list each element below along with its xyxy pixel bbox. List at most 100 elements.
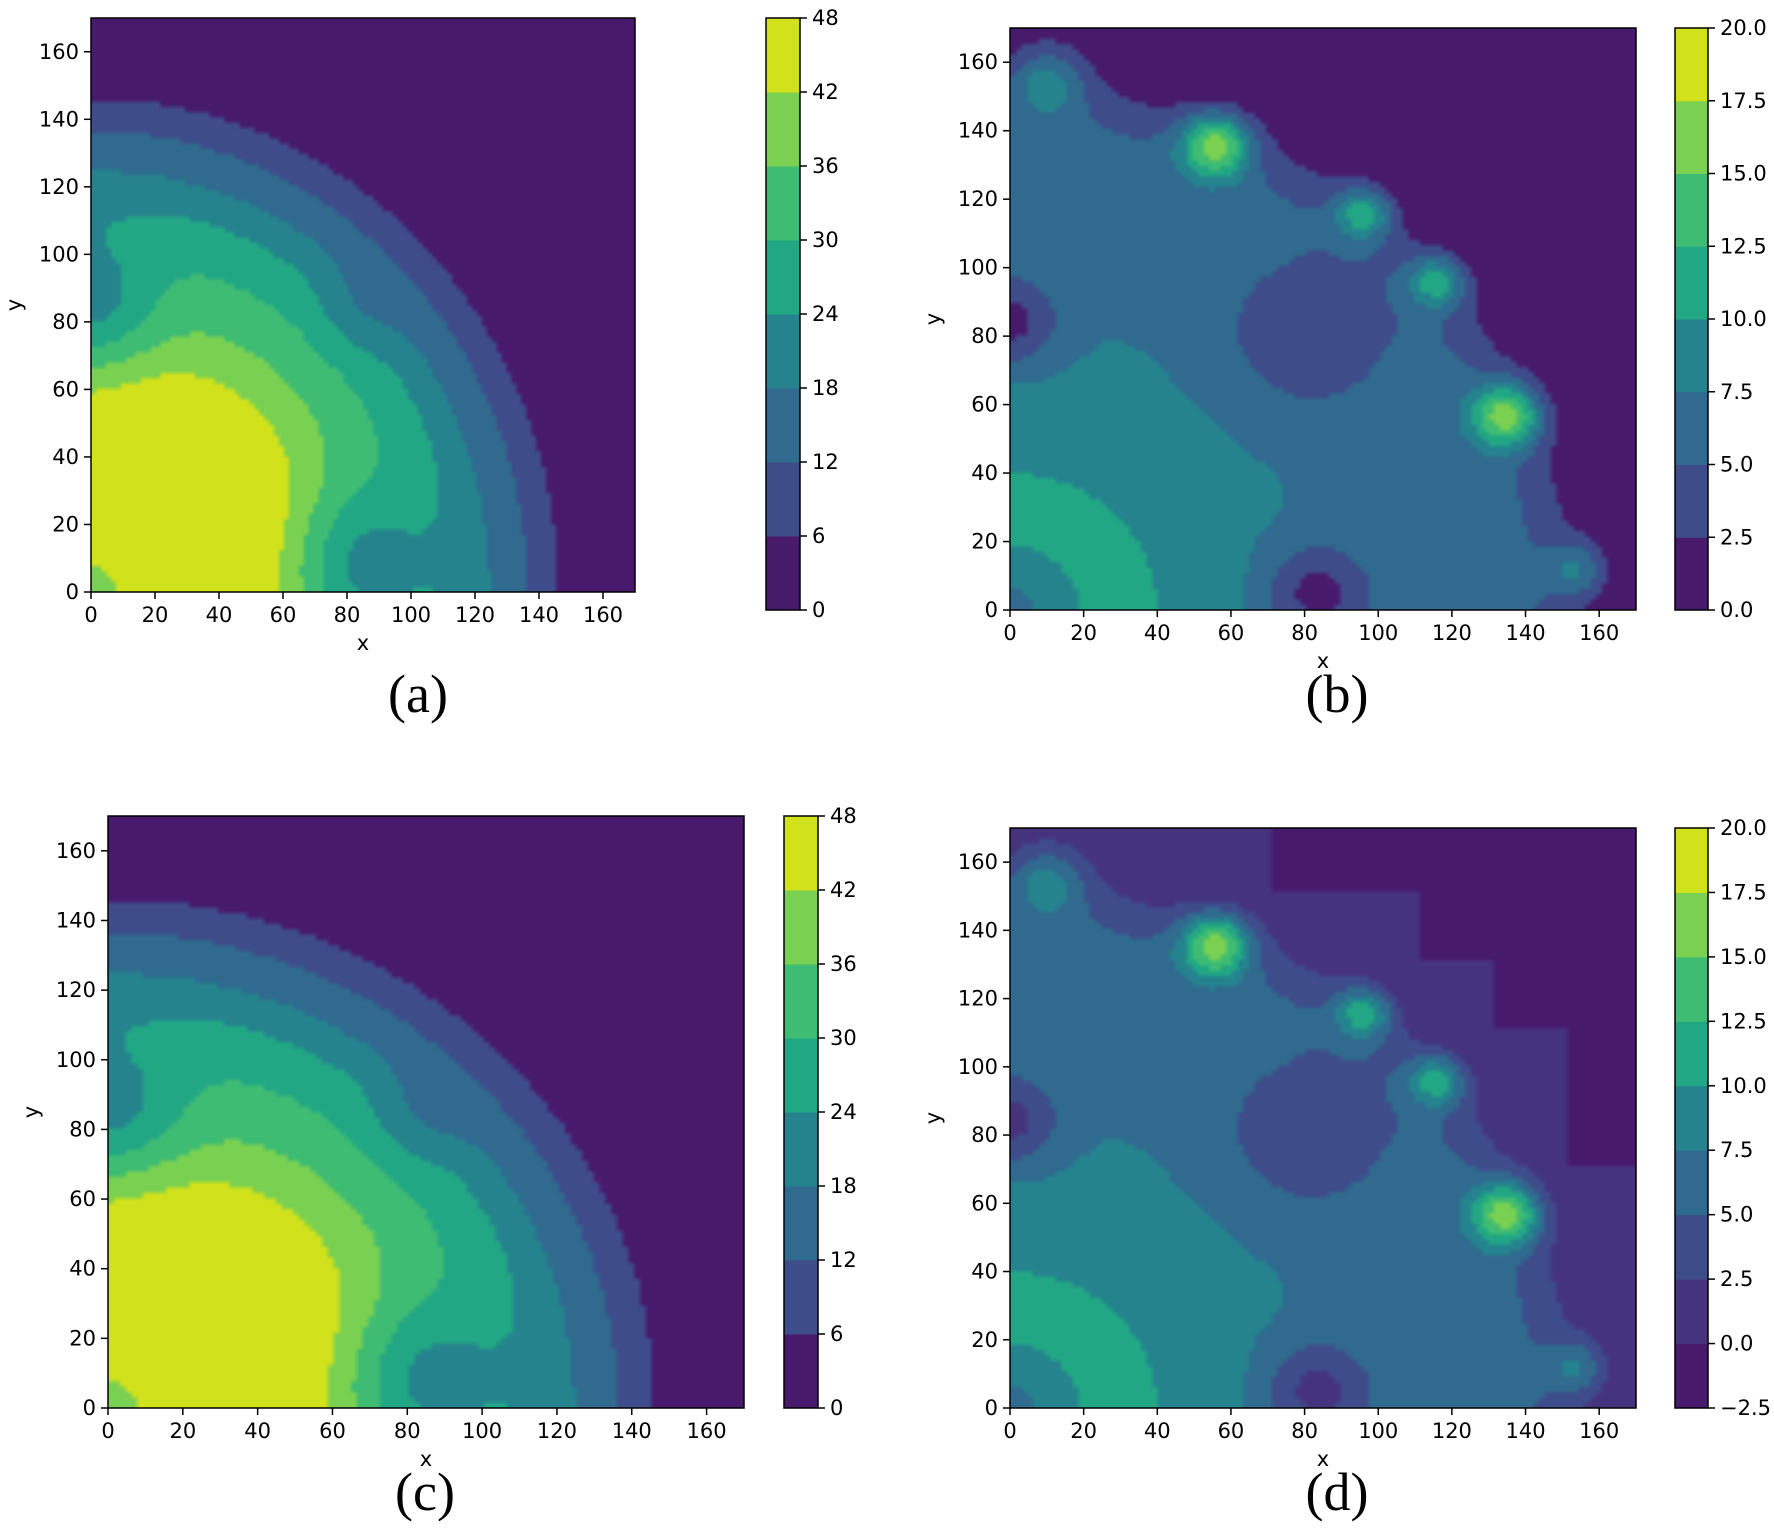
- y-tick-label-d: 80: [971, 1123, 998, 1147]
- colorbar-tick-label-a: 24: [812, 302, 839, 326]
- colorbar-tick-label-a: 12: [812, 450, 839, 474]
- colorbar-tick-label-d: 5.0: [1720, 1203, 1753, 1227]
- y-tick-label-b: 140: [958, 119, 998, 143]
- x-tick-label-b: 20: [1070, 621, 1097, 645]
- colorbar-tick-label-a: 48: [812, 6, 839, 30]
- colorbar-tick-label-c: 18: [830, 1174, 857, 1198]
- x-axis-label-b: x: [1317, 649, 1329, 673]
- colorbar-band-b: [1675, 28, 1708, 102]
- y-tick-label-a: 80: [52, 310, 79, 334]
- colorbar-band-c: [784, 1260, 818, 1335]
- y-tick-label-c: 40: [69, 1257, 96, 1281]
- colorbar-band-c: [784, 964, 818, 1039]
- y-tick-label-c: 100: [56, 1048, 96, 1072]
- y-tick-label-d: 60: [971, 1191, 998, 1215]
- colorbar-tick-label-c: 6: [830, 1322, 843, 1346]
- colorbar-band-a: [766, 18, 800, 93]
- y-tick-label-c: 120: [56, 978, 96, 1002]
- colorbar-band-a: [766, 166, 800, 241]
- colorbar-band-b: [1675, 464, 1708, 538]
- y-tick-label-a: 160: [39, 40, 79, 64]
- colorbar-band-b: [1675, 391, 1708, 465]
- colorbar-tick-label-d: 20.0: [1720, 816, 1767, 840]
- colorbar-band-c: [784, 1112, 818, 1187]
- x-tick-label-c: 20: [169, 1419, 196, 1443]
- x-tick-label-d: 120: [1432, 1419, 1472, 1443]
- colorbar-tick-label-c: 30: [830, 1026, 857, 1050]
- colorbar-band-b: [1675, 173, 1708, 247]
- colorbar-tick-label-b: 20.0: [1720, 16, 1767, 40]
- x-tick-label-d: 160: [1579, 1419, 1619, 1443]
- x-tick-label-a: 160: [583, 603, 623, 627]
- colorbar-band-d: [1675, 828, 1708, 893]
- x-tick-label-a: 100: [391, 603, 431, 627]
- x-tick-label-d: 60: [1218, 1419, 1245, 1443]
- y-tick-label-d: 140: [958, 918, 998, 942]
- colorbar-tick-label-c: 24: [830, 1100, 857, 1124]
- plot-frame-d: [1009, 827, 1637, 1409]
- colorbar-tick-label-d: 7.5: [1720, 1138, 1753, 1162]
- y-tick-label-b: 20: [971, 530, 998, 554]
- colorbar-tick-label-d: 12.5: [1720, 1009, 1767, 1033]
- x-tick-label-c: 160: [687, 1419, 727, 1443]
- colorbar-band-d: [1675, 1085, 1708, 1151]
- colorbar-tick-label-d: 0.0: [1720, 1332, 1753, 1356]
- colorbar-band-b: [1675, 319, 1708, 393]
- colorbar-band-d: [1675, 1214, 1708, 1280]
- colorbar-tick-label-a: 42: [812, 80, 839, 104]
- colorbar-band-c: [784, 890, 818, 965]
- colorbar-tick-label-c: 42: [830, 878, 857, 902]
- y-tick-label-c: 160: [56, 839, 96, 863]
- x-tick-label-d: 40: [1144, 1419, 1171, 1443]
- y-tick-label-b: 80: [971, 324, 998, 348]
- x-tick-label-c: 0: [101, 1419, 114, 1443]
- colorbar-tick-label-d: 17.5: [1720, 880, 1767, 904]
- colorbar-band-a: [766, 536, 800, 611]
- y-axis-label-a: y: [2, 299, 26, 311]
- x-tick-label-d: 100: [1358, 1419, 1398, 1443]
- colorbar-tick-label-c: 0: [830, 1396, 843, 1420]
- colorbar-tick-label-b: 17.5: [1720, 89, 1767, 113]
- x-tick-label-d: 80: [1291, 1419, 1318, 1443]
- contour-field-c: [108, 816, 744, 1408]
- x-axis-label-c: x: [420, 1447, 432, 1471]
- x-tick-label-a: 40: [206, 603, 233, 627]
- y-tick-label-a: 120: [39, 175, 79, 199]
- colorbar-tick-label-b: 12.5: [1720, 234, 1767, 258]
- y-tick-label-c: 60: [69, 1187, 96, 1211]
- colorbar-frame-d: [1674, 827, 1709, 1409]
- panel-b: 0 20 40 60 80 100 120 140 160 0 20 40 60 80 100 120 140 1…: [921, 16, 1767, 724]
- x-axis-label-d: x: [1317, 1447, 1329, 1471]
- y-tick-label-c: 20: [69, 1326, 96, 1350]
- y-tick-label-a: 100: [39, 242, 79, 266]
- colorbar-band-d: [1675, 892, 1708, 958]
- colorbar-band-c: [784, 816, 818, 891]
- y-tick-label-a: 40: [52, 445, 79, 469]
- x-tick-label-b: 60: [1218, 621, 1245, 645]
- panel-d: 0 20 40 60 80 100 120 140 160 0 20 40 60 80 100 120 140 1…: [921, 816, 1771, 1522]
- colorbar-band-a: [766, 462, 800, 537]
- colorbar-band-d: [1675, 1343, 1708, 1409]
- colorbar-band-a: [766, 240, 800, 315]
- x-tick-label-c: 80: [394, 1419, 421, 1443]
- colorbar-band-c: [784, 1334, 818, 1409]
- x-tick-label-d: 140: [1505, 1419, 1545, 1443]
- x-tick-label-c: 60: [319, 1419, 346, 1443]
- panel-label-c: (c): [395, 1462, 455, 1522]
- colorbar-band-d: [1675, 1150, 1708, 1216]
- colorbar-tick-label-a: 30: [812, 228, 839, 252]
- y-tick-label-b: 100: [958, 256, 998, 280]
- x-tick-label-b: 140: [1505, 621, 1545, 645]
- y-tick-label-d: 40: [971, 1260, 998, 1284]
- y-tick-label-d: 100: [958, 1055, 998, 1079]
- y-tick-label-a: 60: [52, 377, 79, 401]
- colorbar-tick-label-b: 7.5: [1720, 380, 1753, 404]
- y-tick-label-c: 0: [83, 1396, 96, 1420]
- y-tick-label-b: 160: [958, 50, 998, 74]
- x-tick-label-a: 120: [455, 603, 495, 627]
- colorbar-band-a: [766, 388, 800, 463]
- contour-field-a: [91, 18, 635, 592]
- x-tick-label-a: 80: [334, 603, 361, 627]
- colorbar-tick-label-a: 6: [812, 524, 825, 548]
